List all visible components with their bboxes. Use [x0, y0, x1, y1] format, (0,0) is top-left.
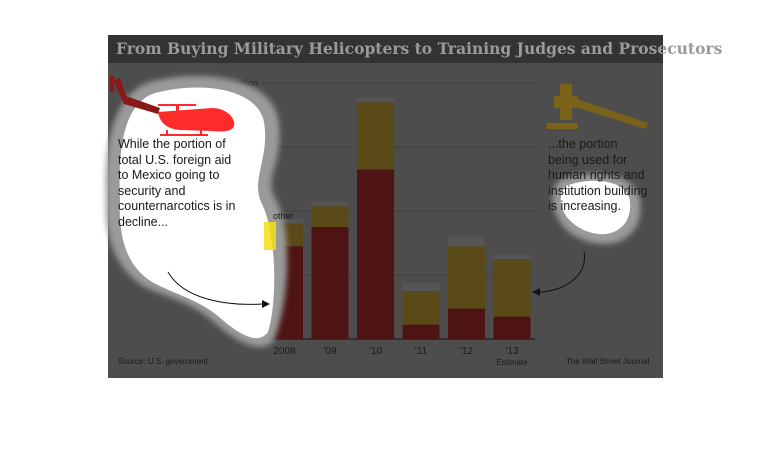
x-tick-label: '09 [323, 346, 336, 357]
bar-institution [357, 102, 394, 170]
title-bar: From Buying Military Helicopters to Trai… [108, 35, 722, 63]
right-arrowhead [532, 288, 540, 296]
x-tick-note: Estimate [496, 358, 528, 367]
left-arrow [167, 271, 263, 305]
bar-institution [493, 259, 531, 317]
gavel-icon [546, 84, 648, 129]
bars [266, 97, 531, 339]
x-tick-label: '13 [505, 346, 518, 357]
bar-other [448, 236, 485, 247]
credit: The Wall Street Journal [566, 357, 650, 366]
bar-other [311, 201, 349, 207]
source-note: Source: U.S. government [118, 357, 208, 366]
other-label: other [273, 211, 294, 221]
left-callout-blob [119, 87, 275, 339]
bar-institution [402, 291, 440, 325]
bar-security [493, 316, 531, 339]
bar-institution [448, 246, 485, 309]
bar-other [402, 283, 440, 291]
gridlines [262, 82, 535, 340]
bar-security [357, 169, 394, 339]
bar-institution [311, 206, 349, 227]
bar-other [266, 219, 303, 224]
right-callout-blob [560, 180, 631, 235]
left-arrowhead [262, 300, 270, 308]
x-tick-label: '11 [415, 346, 428, 357]
helicopter-icon [110, 76, 235, 136]
bar-other [357, 97, 394, 103]
x-tick-label: '12 [460, 346, 473, 357]
other-highlight [264, 222, 276, 250]
bar-security [311, 227, 349, 339]
bar-security [402, 324, 440, 339]
bar-other [493, 254, 531, 259]
right-arrow [539, 251, 586, 293]
x-tick-label: '10 [369, 346, 382, 357]
bar-security [448, 308, 485, 339]
left-annotation: While the portion of total U.S. foreign … [118, 137, 236, 229]
x-tick-label: 2008 [273, 346, 296, 357]
chart-title: From Buying Military Helicopters to Trai… [116, 39, 723, 58]
right-annotation: ...the portion being used for human righ… [548, 137, 648, 213]
